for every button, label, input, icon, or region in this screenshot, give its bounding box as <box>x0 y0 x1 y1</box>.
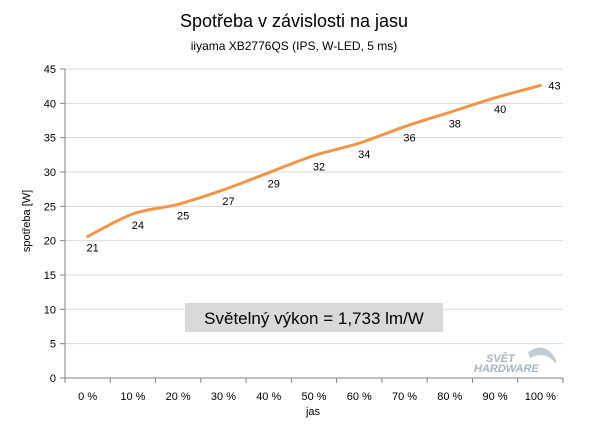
chart-subtitle: iiyama XB2776QS (IPS, W-LED, 5 ms) <box>191 39 398 53</box>
watermark-swoosh <box>528 347 556 364</box>
data-label: 32 <box>313 162 325 174</box>
watermark-line2: HARDWARE <box>474 363 539 375</box>
x-tick-label: 20 % <box>166 391 191 403</box>
data-label: 25 <box>177 210 189 222</box>
y-tick-label: 20 <box>44 236 56 248</box>
x-tick-label: 100 % <box>525 391 556 403</box>
data-label: 34 <box>358 149 370 161</box>
series-line <box>86 83 542 239</box>
x-tick-label: 60 % <box>347 391 372 403</box>
data-label: 38 <box>449 118 461 130</box>
y-tick-label: 25 <box>44 201 56 213</box>
y-tick-label: 0 <box>50 373 56 385</box>
data-labels: 21 24 25 27 29 32 34 36 38 40 43 <box>87 80 561 254</box>
data-label: 36 <box>403 133 415 145</box>
x-tick-label: 0 % <box>78 391 97 403</box>
x-tick-label: 40 % <box>256 391 281 403</box>
axes <box>64 69 564 383</box>
x-tick-label: 50 % <box>301 391 326 403</box>
y-tick-label: 5 <box>50 339 56 351</box>
x-tick-label: 30 % <box>211 391 236 403</box>
data-label: 21 <box>87 243 99 255</box>
data-label: 27 <box>222 196 234 208</box>
annotation-background <box>185 303 443 332</box>
data-label: 24 <box>132 220 144 232</box>
y-axis-label: spotřeba [W] <box>21 190 33 252</box>
y-tick-label: 30 <box>44 167 56 179</box>
watermark-logo: SVĚT HARDWARE <box>474 347 556 375</box>
data-label: 43 <box>548 80 560 92</box>
annotation-text: Světelný výkon = 1,733 lm/W <box>204 309 424 328</box>
y-tick-label: 40 <box>44 98 56 110</box>
x-tick-label: 10 % <box>120 391 145 403</box>
y-tick-label: 10 <box>44 304 56 316</box>
annotation-box: Světelný výkon = 1,733 lm/W <box>185 303 443 332</box>
x-tick-label: 90 % <box>483 391 508 403</box>
x-axis-label: jas <box>305 406 321 418</box>
watermark-line1: SVĚT <box>486 352 516 365</box>
y-tick-label: 15 <box>44 270 56 282</box>
data-label: 29 <box>268 179 280 191</box>
y-tick-label: 45 <box>44 64 56 76</box>
x-tick-labels: 0 % 10 % 20 % 30 % 40 % 50 % 60 % 70 % 80 % 90 % 1… <box>78 391 556 403</box>
x-tick-label: 80 % <box>437 391 462 403</box>
data-label: 40 <box>494 104 506 116</box>
y-tick-label: 35 <box>44 133 56 145</box>
x-tick-label: 70 % <box>392 391 417 403</box>
y-tick-labels: 0 5 10 15 20 25 30 35 40 45 <box>44 64 56 385</box>
chart-title: Spotřeba v závislosti na jasu <box>180 11 408 31</box>
